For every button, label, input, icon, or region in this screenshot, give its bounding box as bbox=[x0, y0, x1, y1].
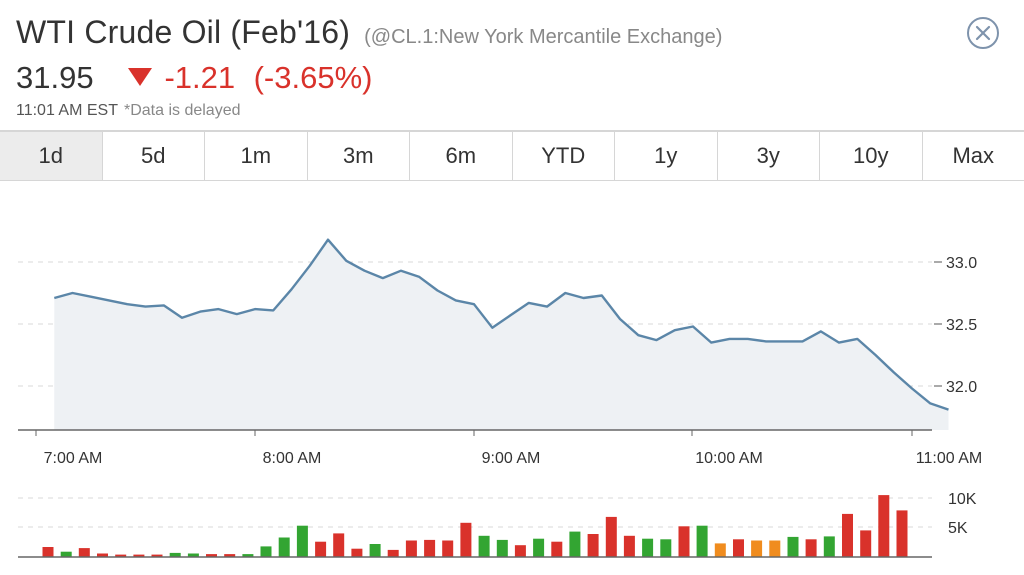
volume-bar bbox=[823, 536, 835, 557]
volume-bar bbox=[587, 534, 599, 557]
volume-bar bbox=[751, 540, 763, 557]
price-chart: 33.0 32.5 32.0 7:00 AM 8:00 AM 9:00 AM 10:00 A… bbox=[18, 238, 982, 558]
volume-bar bbox=[696, 525, 708, 557]
volume-bar bbox=[605, 516, 617, 557]
volume-bar bbox=[42, 547, 54, 557]
volume-bar bbox=[78, 548, 90, 557]
last-price: 31.95 bbox=[16, 60, 94, 95]
price-change: -1.21 bbox=[164, 60, 236, 95]
volume-bar bbox=[733, 539, 744, 557]
price-x-tick-label: 9:00 AM bbox=[482, 450, 541, 467]
tab-1d[interactable]: 1d bbox=[0, 132, 103, 180]
volume-bar bbox=[187, 553, 199, 557]
volume-bar bbox=[569, 531, 581, 557]
volume-bar bbox=[60, 551, 72, 557]
volume-bar bbox=[860, 530, 872, 557]
volume-y-tick-label: 5K bbox=[948, 520, 968, 537]
range-tabs: 1d 5d 1m 3m 6m YTD 1y 3y 10y Max bbox=[0, 130, 1024, 181]
down-arrow-icon bbox=[128, 68, 153, 91]
price-line bbox=[53, 238, 949, 411]
volume-bar bbox=[623, 535, 635, 557]
chart-area: 33.0 32.5 32.0 7:00 AM 8:00 AM 9:00 AM 10:00 A… bbox=[0, 181, 1024, 575]
volume-bar bbox=[896, 510, 908, 557]
volume-bar bbox=[260, 546, 272, 557]
delayed-note: *Data is delayed bbox=[123, 102, 241, 119]
volume-bar bbox=[315, 541, 327, 557]
volume-bar bbox=[224, 554, 236, 557]
close-circle-icon bbox=[967, 17, 999, 49]
volume-bar bbox=[460, 522, 472, 557]
volume-bar bbox=[714, 543, 726, 557]
volume-bar bbox=[133, 554, 145, 557]
price-x-tick-label: 7:00 AM bbox=[44, 450, 103, 467]
volume-bar bbox=[151, 554, 163, 557]
volume-bar bbox=[642, 538, 654, 557]
volume-bar bbox=[787, 536, 799, 557]
volume-bar bbox=[769, 540, 781, 557]
price-area bbox=[54, 239, 949, 430]
volume-bar bbox=[496, 539, 508, 557]
price-y-tick-label: 33.0 bbox=[946, 255, 977, 272]
price-change-percent: (-3.65%) bbox=[253, 60, 373, 95]
volume-bar bbox=[296, 525, 308, 557]
volume-bar bbox=[278, 537, 290, 557]
volume-bar bbox=[242, 554, 254, 557]
volume-bar bbox=[333, 533, 345, 557]
volume-bar bbox=[351, 548, 363, 557]
volume-bar bbox=[387, 549, 399, 557]
tab-max[interactable]: Max bbox=[952, 143, 995, 168]
volume-bar bbox=[660, 539, 672, 557]
volume-bar bbox=[878, 495, 890, 557]
price-y-tick-label: 32.5 bbox=[946, 317, 977, 334]
tab-1m[interactable]: 1m bbox=[205, 132, 308, 180]
price-x-tick-label: 10:00 AM bbox=[695, 450, 763, 467]
volume-bar bbox=[97, 553, 108, 557]
volume-bar bbox=[514, 545, 526, 557]
volume-bar bbox=[678, 526, 690, 557]
volume-bar bbox=[533, 538, 545, 557]
price-x-tick-label: 8:00 AM bbox=[263, 450, 322, 467]
volume-bar bbox=[115, 554, 127, 557]
tab-1y[interactable]: 1y bbox=[615, 132, 718, 180]
tab-3y[interactable]: 3y bbox=[718, 132, 820, 180]
price-y-tick-label: 32.0 bbox=[946, 379, 977, 396]
quote-header: WTI Crude Oil (Feb'16) (@CL.1:New York Me… bbox=[0, 0, 1024, 128]
tab-10y[interactable]: 10y bbox=[820, 132, 923, 180]
volume-y-tick-label: 10K bbox=[948, 491, 977, 508]
volume-bar bbox=[442, 540, 454, 557]
volume-bar bbox=[369, 544, 381, 557]
price-x-tick-label: 11:00 AM bbox=[916, 450, 982, 467]
volume-bar bbox=[478, 535, 490, 557]
tab-3m[interactable]: 3m bbox=[308, 132, 410, 180]
tab-5d[interactable]: 5d bbox=[103, 132, 205, 180]
instrument-title: WTI Crude Oil (Feb'16) bbox=[16, 14, 351, 50]
quote-time: 11:01 AM EST bbox=[16, 102, 118, 119]
volume-bar bbox=[805, 539, 817, 557]
close-button[interactable] bbox=[966, 16, 1000, 50]
title-row: WTI Crude Oil (Feb'16) (@CL.1:New York Me… bbox=[16, 14, 722, 51]
volume-bar bbox=[424, 539, 436, 557]
quote-time-row: 11:01 AM EST *Data is delayed bbox=[16, 102, 241, 120]
volume-bar bbox=[169, 552, 181, 557]
tab-6m[interactable]: 6m bbox=[410, 132, 513, 180]
volume-bar bbox=[842, 513, 853, 557]
tab-ytd[interactable]: YTD bbox=[513, 132, 615, 180]
exchange-subtitle: (@CL.1:New York Mercantile Exchange) bbox=[364, 26, 723, 48]
volume-bar bbox=[405, 540, 417, 557]
price-row: 31.95 -1.21 (-3.65%) bbox=[16, 60, 372, 96]
volume-bar bbox=[551, 541, 563, 557]
volume-bar bbox=[206, 554, 217, 557]
